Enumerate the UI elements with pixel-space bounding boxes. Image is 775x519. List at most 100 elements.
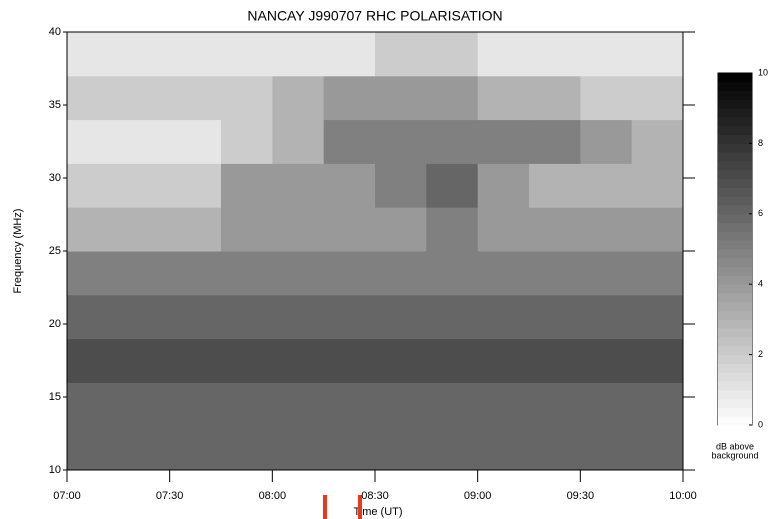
heatmap-cell xyxy=(118,207,171,252)
heatmap-cell xyxy=(272,207,325,252)
heatmap-cell xyxy=(67,32,119,77)
heatmap-cell xyxy=(631,426,684,471)
colorbar-swatch xyxy=(718,152,752,162)
heatmap-cell xyxy=(477,75,530,121)
heatmap-cell xyxy=(118,294,171,340)
heatmap-cell xyxy=(118,163,171,208)
y-tick-label: 40 xyxy=(49,26,61,38)
heatmap-cell xyxy=(272,163,325,208)
heatmap-cell xyxy=(169,294,222,340)
heatmap-cell xyxy=(323,338,376,383)
heatmap-cell xyxy=(272,382,325,427)
heatmap-cell xyxy=(67,75,119,121)
colorbar-tick-label: 8 xyxy=(758,138,763,148)
heatmap-cell xyxy=(375,163,427,208)
heatmap-cell xyxy=(323,207,376,252)
heatmap-cell xyxy=(477,32,530,77)
colorbar-swatch xyxy=(718,345,752,356)
colorbar-swatch xyxy=(718,231,752,241)
colorbar-swatch xyxy=(718,407,752,417)
heatmap-cell xyxy=(529,251,581,296)
heatmap-cell xyxy=(580,382,633,427)
y-tick-label: 10 xyxy=(49,464,61,476)
colorbar-swatch xyxy=(718,257,752,268)
heatmap-cell xyxy=(323,75,376,121)
heatmap-cell xyxy=(221,32,273,77)
heatmap-cell xyxy=(477,382,530,427)
heatmap-cell xyxy=(426,75,479,121)
x-axis-label: Time (UT) xyxy=(353,506,402,518)
heatmap-cell xyxy=(169,75,222,121)
heatmap-cell xyxy=(323,119,376,164)
heatmap-cell xyxy=(169,119,222,164)
heatmap-cell xyxy=(67,338,119,383)
chart-title: NANCAY J990707 RHC POLARISATION xyxy=(247,8,502,24)
heatmap-cell xyxy=(477,338,530,383)
heatmap-cell xyxy=(631,382,684,427)
heatmap-cell xyxy=(67,207,119,252)
heatmap-cell xyxy=(426,294,479,340)
heatmap-cell xyxy=(221,207,273,252)
heatmap-cell xyxy=(118,119,171,164)
colorbar-swatch xyxy=(718,301,752,312)
colorbar-swatch xyxy=(718,416,752,426)
heatmap-cell xyxy=(375,207,427,252)
heatmap-cell xyxy=(323,382,376,427)
colorbar-swatch xyxy=(718,249,752,259)
colorbar-swatch xyxy=(718,275,752,285)
heatmap-cell xyxy=(426,426,479,471)
x-tick-label: 08:00 xyxy=(259,490,287,502)
heatmap-cell xyxy=(631,163,684,208)
heatmap-cell xyxy=(67,163,119,208)
colorbar-label: dB above xyxy=(716,441,754,451)
heatmap-cell xyxy=(580,294,633,340)
colorbar-tick-label: 6 xyxy=(758,208,763,218)
colorbar-swatch xyxy=(718,213,752,224)
heatmap-cell xyxy=(169,338,222,383)
heatmap-cell xyxy=(477,426,530,471)
colorbar-swatch xyxy=(718,240,752,250)
colorbar-swatch xyxy=(718,178,752,188)
heatmap-cell xyxy=(375,119,427,164)
colorbar-swatch xyxy=(718,284,752,294)
heatmap-cell xyxy=(221,75,273,121)
heatmap-cell xyxy=(67,251,119,296)
heatmap-cell xyxy=(426,382,479,427)
heatmap-cell xyxy=(272,75,325,121)
colorbar-swatch xyxy=(718,398,752,408)
heatmap-cell xyxy=(169,382,222,427)
heatmap-cell xyxy=(221,426,273,471)
heatmap-cell xyxy=(529,75,581,121)
heatmap-cell xyxy=(272,294,325,340)
colorbar-swatch xyxy=(718,134,752,144)
heatmap-cell xyxy=(580,163,633,208)
heatmap-cell xyxy=(375,75,427,121)
colorbar-swatch xyxy=(718,117,752,127)
heatmap-cell xyxy=(529,119,581,164)
colorbar-swatch xyxy=(718,372,752,382)
colorbar-swatch xyxy=(718,90,752,100)
heatmap-cell xyxy=(580,426,633,471)
heatmap-cell xyxy=(580,338,633,383)
heatmap-cell xyxy=(477,294,530,340)
colorbar-swatch xyxy=(718,205,752,215)
heatmap-cell xyxy=(272,32,325,77)
heatmap-cell xyxy=(272,426,325,471)
heatmap-cell xyxy=(375,338,427,383)
heatmap-cell xyxy=(477,163,530,208)
heatmap-cell xyxy=(118,32,171,77)
heatmap-cell xyxy=(169,251,222,296)
colorbar-swatch xyxy=(718,99,752,109)
heatmap-cell xyxy=(375,32,427,77)
heatmap-cell xyxy=(375,426,427,471)
colorbar-swatch xyxy=(718,389,752,400)
heatmap-cell xyxy=(272,119,325,164)
heatmap-cell xyxy=(67,294,119,340)
heatmap-cell xyxy=(169,32,222,77)
heatmap-cell xyxy=(272,251,325,296)
heatmap-cell xyxy=(221,382,273,427)
heatmap-cell xyxy=(375,251,427,296)
colorbar-swatch xyxy=(718,73,752,83)
colorbar-swatch xyxy=(718,363,752,373)
